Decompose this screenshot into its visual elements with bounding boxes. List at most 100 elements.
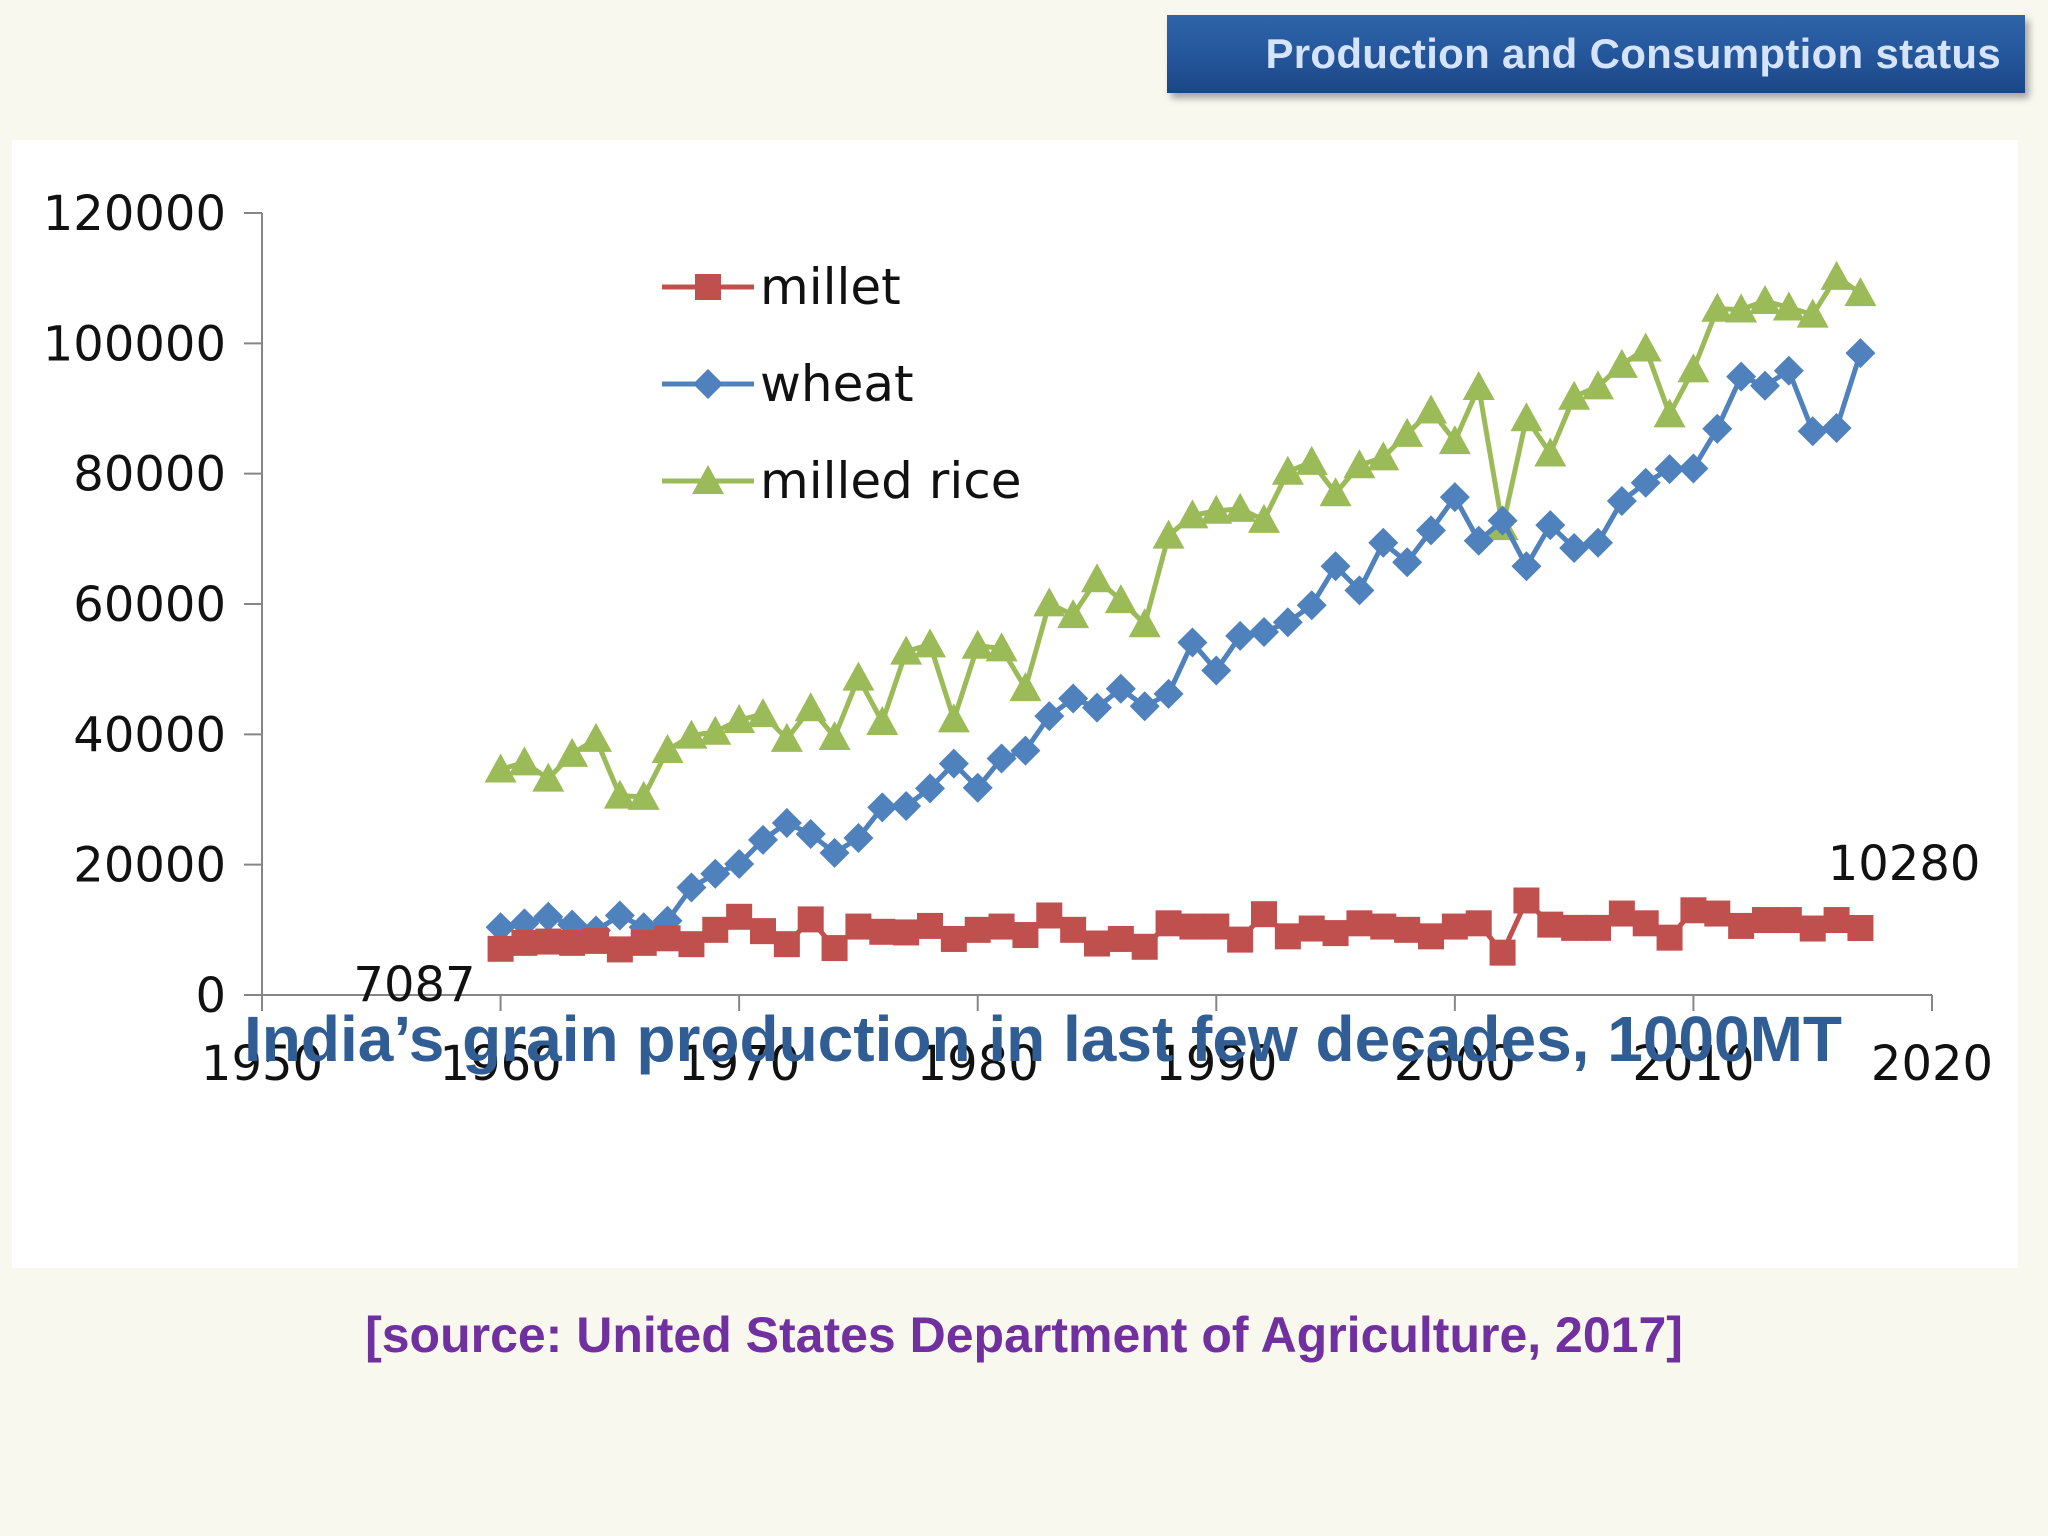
milled-rice-point bbox=[1677, 353, 1710, 383]
y-tick-label: 0 bbox=[195, 968, 226, 1024]
milled-rice-point bbox=[1343, 449, 1376, 479]
wheat-point bbox=[1797, 416, 1828, 447]
wheat-point bbox=[1726, 361, 1757, 392]
millet-point bbox=[1036, 902, 1063, 929]
x-tick-label: 1950 bbox=[201, 1036, 323, 1092]
y-tick-label: 100000 bbox=[43, 316, 226, 372]
wheat-point bbox=[1225, 620, 1256, 651]
milled-rice-point bbox=[1367, 441, 1400, 471]
milled-rice-point bbox=[1176, 499, 1209, 529]
chart-title: India’s grain production in last few dec… bbox=[244, 1003, 1842, 1075]
wheat-point bbox=[938, 748, 969, 779]
wheat-point bbox=[1201, 655, 1232, 686]
wheat-point bbox=[867, 792, 898, 823]
millet-point bbox=[1370, 913, 1397, 940]
millet-point bbox=[1251, 901, 1277, 928]
millet-point bbox=[869, 918, 896, 945]
milled-rice-point bbox=[1462, 370, 1495, 400]
milled-rice-point bbox=[1438, 425, 1471, 455]
milled-rice-point bbox=[1605, 348, 1638, 378]
millet-point bbox=[1632, 910, 1659, 937]
legend-marker-millet bbox=[695, 274, 721, 300]
milled-rice-point bbox=[1295, 445, 1328, 475]
wheat-point bbox=[1058, 683, 1089, 714]
milled-rice-point bbox=[1009, 672, 1042, 702]
legend-marker-wheat bbox=[693, 369, 723, 399]
milled-rice-point bbox=[675, 719, 708, 749]
milled-rice-point bbox=[1319, 477, 1352, 507]
x-tick-label: 1980 bbox=[917, 1036, 1039, 1092]
millet-point bbox=[1561, 914, 1588, 941]
milled-rice-point bbox=[770, 722, 803, 752]
wheat-point bbox=[962, 772, 993, 803]
milled-rice-point bbox=[556, 737, 589, 767]
milled-rice-point bbox=[937, 703, 970, 733]
wheat-point bbox=[1750, 370, 1780, 401]
wheat-point bbox=[1416, 515, 1446, 546]
section-title: Production and Consumption status bbox=[1265, 30, 2001, 77]
wheat-point bbox=[771, 807, 802, 838]
milled-rice-point bbox=[985, 632, 1018, 662]
wheat-point bbox=[1082, 692, 1112, 723]
wheat-point bbox=[891, 791, 922, 822]
milled-rice-point bbox=[1057, 599, 1090, 629]
millet-point bbox=[630, 929, 657, 956]
millet-point bbox=[1441, 913, 1468, 940]
millet-point bbox=[583, 927, 609, 954]
milled-rice-point bbox=[723, 703, 756, 733]
wheat-point bbox=[1320, 551, 1351, 582]
millet-point bbox=[773, 931, 800, 958]
annotation-last-millet-value: 10280 bbox=[1828, 836, 1981, 892]
wheat-point bbox=[1773, 355, 1804, 386]
milled-rice-point bbox=[651, 733, 684, 763]
wheat-point bbox=[1249, 617, 1279, 648]
millet-point bbox=[654, 925, 681, 952]
milled-rice-point bbox=[1701, 292, 1734, 322]
section-title-banner: Production and Consumption status bbox=[1167, 15, 2025, 93]
wheat-point bbox=[1034, 701, 1065, 732]
millet-point bbox=[559, 929, 586, 956]
wheat-point bbox=[676, 872, 707, 903]
millet-point bbox=[1346, 910, 1373, 937]
wheat-point bbox=[1010, 735, 1041, 766]
wheat-point bbox=[843, 822, 874, 853]
legend-label-wheat: wheat bbox=[760, 355, 914, 413]
millet-point bbox=[487, 935, 514, 962]
milled-rice-point bbox=[1844, 277, 1877, 307]
millet-point bbox=[1799, 915, 1826, 942]
wheat-point bbox=[1129, 691, 1160, 722]
milled-rice-point bbox=[1629, 332, 1662, 362]
millet-point bbox=[535, 928, 562, 955]
milled-rice-point bbox=[1534, 437, 1567, 467]
wheat-point bbox=[1296, 590, 1327, 621]
milled-rice-point bbox=[1033, 587, 1066, 617]
millet-point bbox=[964, 916, 991, 943]
wheat-point bbox=[724, 849, 755, 880]
chart-panel: 0 20000 40000 60000 80000 100000 120000 1950 196… bbox=[12, 140, 2018, 1268]
grain-production-chart: 0 20000 40000 60000 80000 100000 120000 1950 196… bbox=[43, 186, 1993, 1092]
millet-point bbox=[726, 903, 753, 930]
millet-point bbox=[845, 913, 872, 940]
milled-rice-point bbox=[699, 715, 732, 745]
millet-point bbox=[1107, 925, 1134, 952]
millet-point bbox=[511, 929, 538, 956]
milled-rice-point bbox=[1200, 494, 1233, 524]
milled-rice-point bbox=[1128, 608, 1161, 638]
millet-point bbox=[1298, 915, 1325, 942]
wheat-point bbox=[485, 912, 516, 943]
milled-rice-point bbox=[914, 628, 946, 658]
millet-point bbox=[1012, 922, 1039, 949]
millet-point bbox=[940, 925, 967, 952]
wheat-point bbox=[533, 901, 564, 932]
milled-rice-point bbox=[1081, 563, 1113, 593]
source-citation: [source: United States Department of Agr… bbox=[365, 1307, 1683, 1363]
millet-point bbox=[1680, 897, 1707, 924]
wheat-point bbox=[795, 819, 826, 850]
millet-point bbox=[1131, 933, 1158, 960]
milled-rice-point bbox=[1152, 519, 1185, 549]
millet-point bbox=[1728, 912, 1755, 939]
wheat-point bbox=[1439, 482, 1470, 513]
x-tick-label: 2010 bbox=[1632, 1036, 1754, 1092]
millet-point bbox=[1322, 920, 1349, 947]
legend-label-milled-rice: milled rice bbox=[760, 452, 1021, 510]
